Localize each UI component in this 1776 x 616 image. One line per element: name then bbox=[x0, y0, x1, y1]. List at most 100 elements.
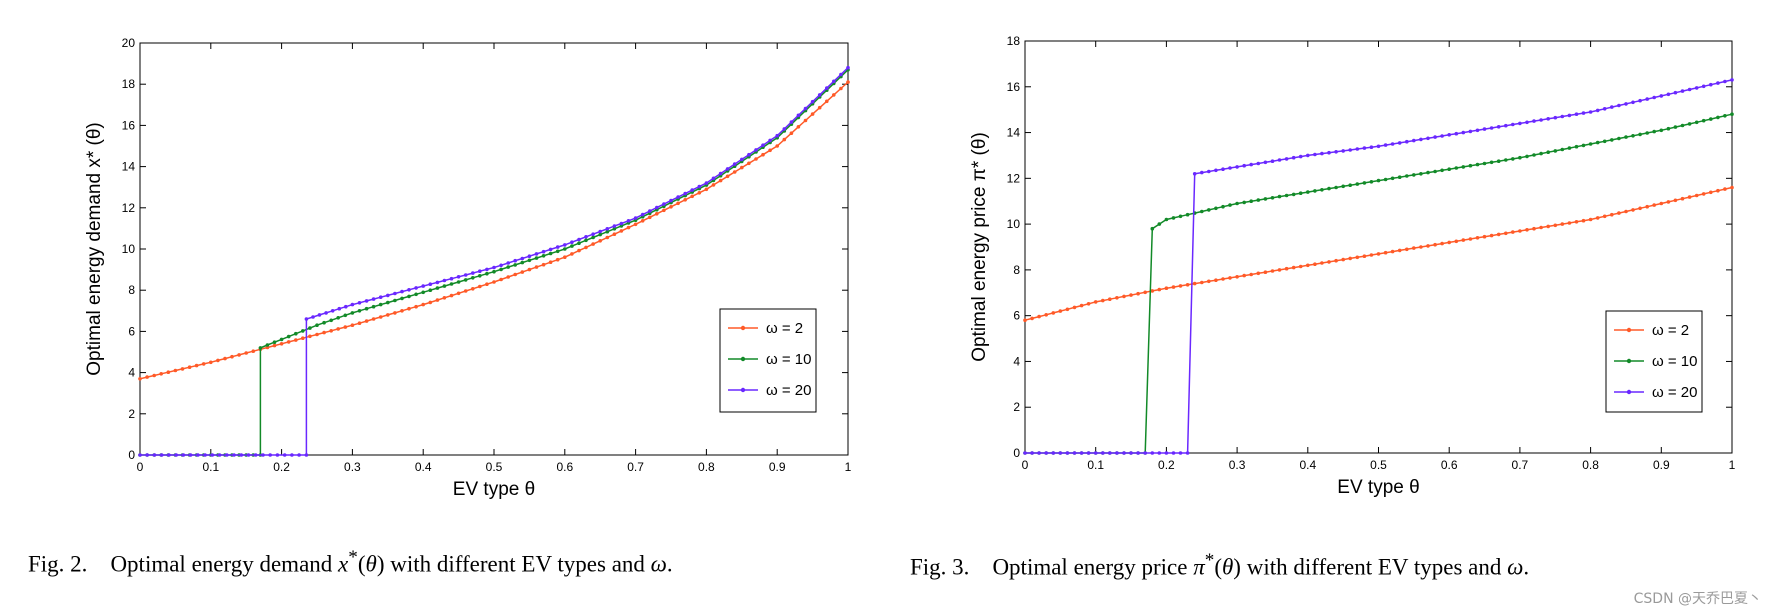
y-tick-label: 0 bbox=[128, 448, 135, 462]
data-point bbox=[1284, 157, 1289, 161]
data-point bbox=[1489, 126, 1494, 130]
y-tick-label: 14 bbox=[122, 160, 136, 174]
data-point bbox=[1136, 451, 1140, 455]
fig3-omega: ω bbox=[1507, 554, 1524, 580]
data-point bbox=[1405, 247, 1409, 252]
data-point bbox=[1419, 245, 1423, 249]
data-point bbox=[1518, 121, 1522, 126]
fig3-label: Fig. 3. bbox=[910, 554, 970, 580]
data-point bbox=[725, 167, 730, 171]
data-point bbox=[1723, 187, 1727, 191]
data-point bbox=[1447, 240, 1451, 245]
data-point bbox=[796, 113, 801, 118]
data-point bbox=[1617, 211, 1621, 215]
data-point bbox=[1362, 181, 1367, 185]
data-point bbox=[1023, 318, 1027, 323]
data-point bbox=[527, 254, 532, 258]
y-tick-label: 2 bbox=[128, 407, 135, 421]
data-point bbox=[1291, 155, 1296, 160]
data-point bbox=[152, 453, 157, 457]
data-point bbox=[1093, 300, 1098, 304]
data-point bbox=[1065, 451, 1070, 455]
x-tick-label: 0.7 bbox=[627, 460, 644, 474]
data-point bbox=[344, 304, 348, 309]
data-point bbox=[272, 340, 277, 345]
data-point bbox=[485, 271, 489, 276]
data-point bbox=[386, 300, 390, 305]
data-point bbox=[1072, 305, 1077, 310]
data-point bbox=[261, 453, 265, 457]
fig2-arg-close: ) bbox=[376, 551, 385, 577]
data-point bbox=[1687, 195, 1692, 199]
data-point bbox=[1207, 279, 1211, 284]
data-point bbox=[1093, 451, 1098, 455]
fig3-sup: * bbox=[1204, 550, 1215, 571]
x-tick-label: 0.6 bbox=[1441, 458, 1458, 472]
data-point bbox=[290, 453, 294, 457]
data-point bbox=[378, 295, 383, 300]
data-point bbox=[1242, 273, 1246, 278]
data-point bbox=[1730, 112, 1734, 116]
data-point bbox=[1037, 451, 1041, 455]
data-point bbox=[350, 302, 355, 307]
data-point bbox=[1624, 102, 1628, 106]
figure-2-caption: Fig. 2. Optimal energy demand x*(θ) with… bbox=[28, 547, 673, 578]
data-point bbox=[676, 201, 680, 206]
data-point bbox=[1249, 199, 1253, 203]
data-point bbox=[1482, 161, 1487, 166]
data-point bbox=[570, 244, 574, 248]
data-point bbox=[1405, 139, 1409, 144]
data-point bbox=[357, 309, 362, 313]
legend-marker bbox=[1626, 327, 1632, 333]
data-point bbox=[1454, 131, 1459, 136]
data-point bbox=[1044, 313, 1048, 317]
data-point bbox=[1249, 162, 1253, 167]
data-point bbox=[761, 152, 765, 157]
data-point bbox=[1298, 191, 1303, 195]
legend-label: ω = 2 bbox=[766, 320, 803, 337]
data-point bbox=[237, 353, 241, 357]
data-point bbox=[1659, 201, 1664, 206]
data-point bbox=[275, 453, 280, 457]
data-point bbox=[1588, 142, 1593, 146]
data-point bbox=[187, 365, 192, 370]
data-point bbox=[541, 254, 546, 258]
x-tick-label: 0.5 bbox=[1370, 458, 1387, 472]
data-point bbox=[520, 270, 525, 274]
data-point bbox=[1511, 122, 1515, 127]
data-point bbox=[1532, 119, 1536, 123]
data-point bbox=[1581, 218, 1586, 223]
x-tick-label: 0.2 bbox=[1158, 458, 1175, 472]
data-point bbox=[1221, 167, 1225, 171]
data-point bbox=[1313, 189, 1317, 193]
data-point bbox=[1666, 92, 1671, 97]
data-point bbox=[1178, 451, 1183, 455]
data-point bbox=[1171, 451, 1176, 455]
data-point bbox=[1687, 87, 1692, 92]
data-point bbox=[1440, 134, 1444, 138]
data-point bbox=[400, 296, 404, 301]
data-point bbox=[1369, 145, 1374, 149]
data-point bbox=[527, 267, 532, 272]
data-point bbox=[378, 302, 383, 307]
data-point bbox=[1108, 297, 1112, 302]
data-point bbox=[1518, 155, 1522, 160]
data-point bbox=[1164, 451, 1169, 455]
data-point bbox=[669, 198, 673, 203]
data-point bbox=[782, 137, 787, 142]
fig2-period: . bbox=[666, 551, 673, 577]
fig2-arg-open: ( bbox=[357, 551, 366, 577]
data-point bbox=[463, 289, 468, 293]
data-point bbox=[364, 299, 369, 303]
data-point bbox=[1270, 159, 1275, 163]
data-point bbox=[1645, 97, 1649, 101]
data-point bbox=[322, 330, 326, 335]
data-point bbox=[1447, 167, 1451, 171]
data-point bbox=[1277, 194, 1282, 199]
data-point bbox=[1362, 146, 1367, 150]
data-point bbox=[754, 148, 758, 152]
data-point bbox=[1504, 231, 1508, 236]
data-point bbox=[1122, 294, 1126, 299]
data-point bbox=[1496, 159, 1501, 163]
